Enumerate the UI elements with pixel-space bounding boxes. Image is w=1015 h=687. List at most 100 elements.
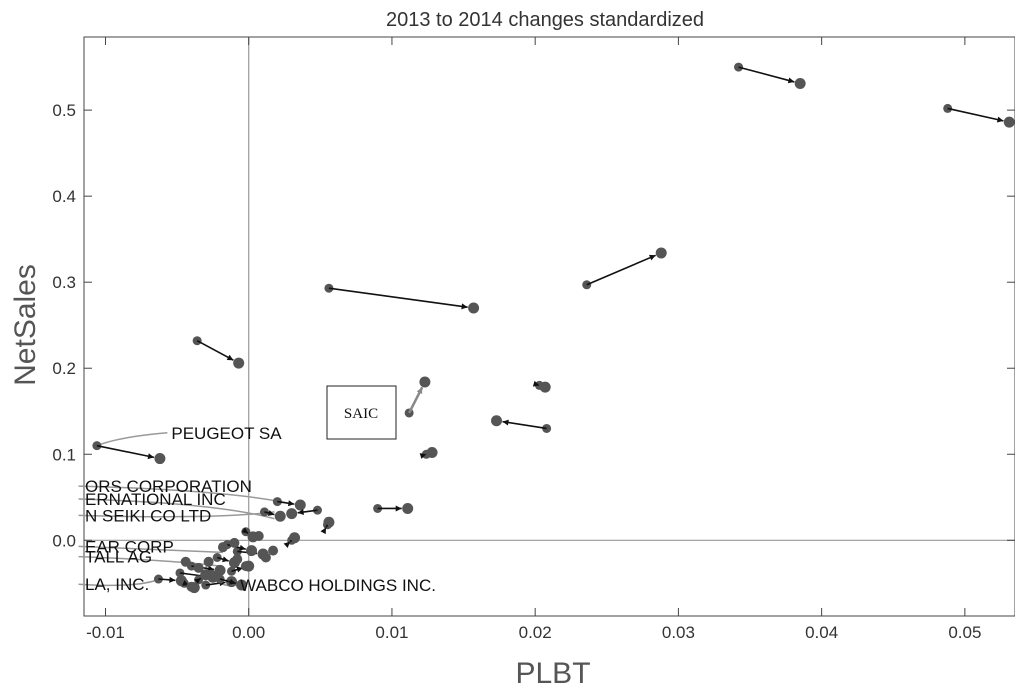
cluster-point — [229, 537, 240, 548]
arrow-head — [787, 77, 795, 84]
end-point — [419, 376, 431, 388]
cluster-point — [193, 562, 204, 573]
saic-label-box: SAIC — [326, 385, 397, 440]
x-tick-label: 0.05 — [948, 623, 981, 642]
y-tick-label: 0.0 — [52, 531, 76, 550]
end-point — [491, 415, 503, 427]
end-point — [1003, 116, 1015, 128]
end-point — [426, 447, 438, 459]
plot-frame — [83, 36, 1015, 617]
annotation-leader — [96, 432, 168, 447]
change-arrow — [947, 107, 1004, 122]
cluster-point — [217, 542, 228, 553]
end-point — [294, 499, 306, 511]
chart-title: 2013 to 2014 changes standardized — [386, 9, 704, 31]
arrow-head — [239, 544, 246, 551]
end-point — [274, 510, 286, 522]
saic-label: SAIC — [344, 406, 378, 422]
annotation-leader — [78, 485, 289, 505]
company-label: EAR CORP — [85, 537, 174, 556]
cluster-point — [186, 581, 197, 592]
cluster-point — [268, 545, 279, 556]
y-tick-label: 0.4 — [52, 187, 76, 206]
change-arrow — [96, 444, 155, 459]
arrow-head — [297, 509, 304, 516]
y-tick-label: 0.1 — [52, 445, 76, 464]
change-arrow — [502, 420, 547, 430]
y-tick-label: 0.5 — [52, 101, 76, 120]
end-point — [214, 564, 226, 576]
cluster-point — [260, 552, 271, 563]
arrow-head — [416, 387, 423, 395]
axis-ticks: -0.01 0.00 0.01 0.02 0.03 0.04 0.05 0.0 0.1 0.2 0.… — [52, 37, 1015, 642]
end-point — [655, 247, 667, 259]
end-point — [468, 302, 480, 314]
change-arrow — [325, 524, 329, 528]
arrow-head — [502, 419, 509, 426]
arrow-head — [147, 453, 155, 460]
x-tick-label: 0.00 — [232, 623, 265, 642]
end-point — [236, 579, 248, 591]
arrow-head — [229, 578, 236, 585]
change-arrow — [586, 254, 657, 286]
cluster-point — [240, 561, 251, 572]
annotation-leader — [78, 511, 275, 518]
cluster-point — [203, 556, 214, 567]
arrow-head — [222, 556, 229, 563]
cluster-point — [232, 554, 243, 565]
change-arrow — [738, 66, 795, 83]
company-label: N SEIKI CO LTD — [85, 506, 211, 525]
arrow-head — [283, 541, 291, 548]
change-arrow — [196, 339, 234, 361]
company-label: PEUGEOT SA — [171, 424, 282, 443]
arrow-head — [320, 527, 327, 535]
company-label: ORS CORPORATION — [85, 477, 252, 496]
arrow-head — [226, 354, 234, 361]
end-point — [323, 516, 335, 528]
change-arrow — [289, 539, 293, 543]
y-axis-title: NetSales — [9, 264, 42, 386]
x-tick-label: 0.02 — [519, 623, 552, 642]
x-tick-label: 0.03 — [662, 623, 695, 642]
end-point — [154, 453, 166, 465]
saic-label-frame — [326, 385, 397, 440]
end-point — [246, 545, 258, 557]
cluster-point — [253, 530, 264, 541]
end-point — [233, 357, 245, 369]
y-tick-label: 0.3 — [52, 273, 76, 292]
arrow-head — [241, 527, 249, 534]
arrow-head — [169, 576, 176, 583]
x-axis-title: PLBT — [515, 657, 590, 687]
annotation-leader — [78, 545, 223, 554]
end-point — [539, 381, 551, 393]
arrow-head — [996, 116, 1004, 123]
arrow-head — [649, 254, 656, 261]
arrow-head — [267, 510, 275, 516]
end-point — [286, 508, 298, 520]
data-marks — [92, 62, 1015, 594]
y-tick-label: 0.2 — [52, 359, 76, 378]
arrow-head — [287, 500, 295, 507]
arrow-head — [207, 565, 215, 572]
arrow-head — [395, 505, 402, 512]
company-label: WABCO HOLDINGS INC. — [240, 576, 436, 595]
cluster-point — [206, 569, 217, 580]
change-arrow — [328, 287, 468, 308]
company-label: LA, INC. — [85, 575, 149, 594]
company-label: ERNATIONAL INC — [85, 490, 226, 509]
company-label: TALL AG — [85, 548, 152, 567]
annotation-leader — [78, 498, 275, 520]
x-tick-label: 0.04 — [805, 623, 838, 642]
cluster-point — [180, 556, 191, 567]
x-tick-label: -0.01 — [86, 623, 125, 642]
x-tick-label: 0.01 — [375, 623, 408, 642]
arrow-head — [194, 578, 201, 585]
arrow-head — [461, 303, 468, 310]
zero-lines — [84, 37, 1015, 616]
annotation-leaders — [78, 432, 289, 587]
end-point — [794, 77, 806, 89]
end-point — [402, 502, 414, 514]
arrow-head — [419, 453, 427, 459]
